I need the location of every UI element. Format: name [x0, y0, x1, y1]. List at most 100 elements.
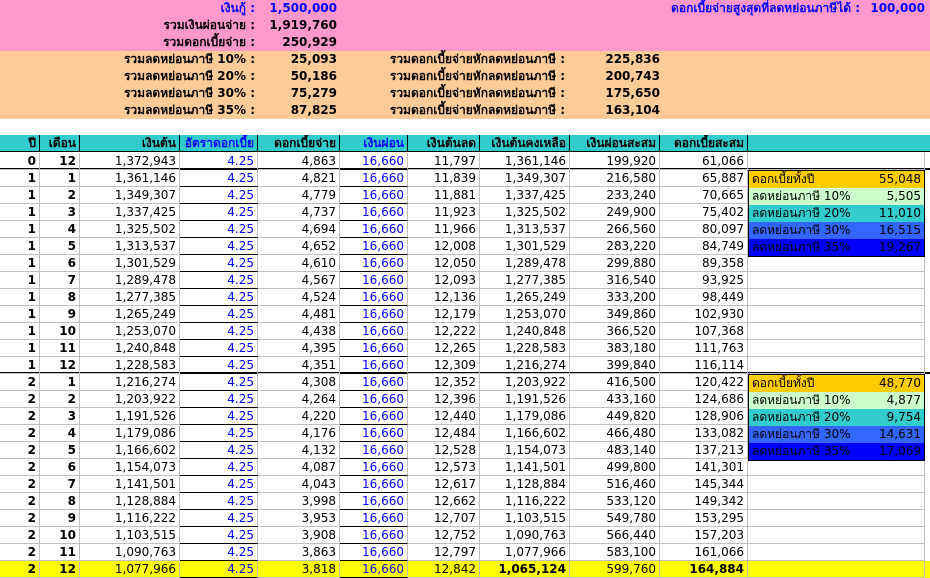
table-cell[interactable]: 4.25 — [180, 425, 258, 442]
table-cell[interactable]: 1,103,515 — [480, 510, 570, 527]
table-cell[interactable]: 111,763 — [660, 340, 748, 357]
table-cell[interactable]: 3,998 — [258, 493, 340, 510]
table-cell[interactable]: 16,660 — [340, 340, 408, 357]
table-cell[interactable]: 12,093 — [408, 272, 480, 289]
table-cell[interactable]: 2 — [0, 408, 40, 425]
table-cell[interactable]: 11,839 — [408, 170, 480, 187]
table-cell[interactable]: 6 — [40, 255, 80, 272]
table-cell[interactable]: 65,887 — [660, 170, 748, 187]
table-cell[interactable]: 12,136 — [408, 289, 480, 306]
table-cell[interactable]: 12,752 — [408, 527, 480, 544]
table-cell[interactable]: 4.25 — [180, 561, 258, 578]
table-cell[interactable]: 12,440 — [408, 408, 480, 425]
table-cell[interactable]: 120,422 — [660, 374, 748, 391]
table-cell[interactable]: 4,694 — [258, 221, 340, 238]
table-cell[interactable]: 3 — [40, 204, 80, 221]
table-cell[interactable]: 12,617 — [408, 476, 480, 493]
table-cell[interactable]: 6 — [40, 459, 80, 476]
table-cell[interactable]: 1,141,501 — [480, 459, 570, 476]
table-cell[interactable]: 549,780 — [570, 510, 660, 527]
table-cell[interactable]: 1 — [0, 289, 40, 306]
table-cell[interactable]: 1 — [0, 255, 40, 272]
table-cell[interactable]: 16,660 — [340, 425, 408, 442]
table-cell[interactable]: 12,352 — [408, 374, 480, 391]
table-cell[interactable]: 1,337,425 — [480, 187, 570, 204]
table-cell[interactable]: 4,481 — [258, 306, 340, 323]
table-cell[interactable]: 1,116,222 — [80, 510, 180, 527]
table-cell[interactable]: 7 — [40, 476, 80, 493]
table-cell[interactable]: 16,660 — [340, 527, 408, 544]
max-interest-value[interactable]: 100,000 — [870, 1, 925, 15]
column-header[interactable]: ดอกเบี้ยสะสม — [660, 135, 748, 152]
table-cell[interactable]: 4.25 — [180, 272, 258, 289]
table-cell[interactable]: 4.25 — [180, 153, 258, 170]
table-cell[interactable]: 8 — [40, 289, 80, 306]
table-cell[interactable]: 1,265,249 — [80, 306, 180, 323]
table-cell[interactable]: 499,800 — [570, 459, 660, 476]
table-cell[interactable]: 2 — [40, 187, 80, 204]
table-cell[interactable]: 124,686 — [660, 391, 748, 408]
table-cell[interactable]: 1,179,086 — [480, 408, 570, 425]
table-cell[interactable]: 483,140 — [570, 442, 660, 459]
table-cell[interactable]: 89,358 — [660, 255, 748, 272]
table-cell[interactable]: 1,228,583 — [80, 357, 180, 374]
table-cell[interactable]: 11 — [40, 544, 80, 561]
table-cell[interactable]: 1 — [0, 340, 40, 357]
table-cell[interactable]: 1,128,884 — [80, 493, 180, 510]
table-cell[interactable]: 399,840 — [570, 357, 660, 374]
table-cell[interactable]: 11 — [40, 340, 80, 357]
table-cell[interactable]: 4,395 — [258, 340, 340, 357]
empty-cell[interactable] — [748, 255, 925, 272]
table-cell[interactable]: 12,050 — [408, 255, 480, 272]
table-cell[interactable]: 16,660 — [340, 170, 408, 187]
table-cell[interactable]: 1 — [0, 187, 40, 204]
table-cell[interactable]: 16,660 — [340, 391, 408, 408]
table-cell[interactable]: 161,066 — [660, 544, 748, 561]
table-cell[interactable]: 4.25 — [180, 374, 258, 391]
table-cell[interactable]: 93,925 — [660, 272, 748, 289]
table-cell[interactable]: 4.25 — [180, 255, 258, 272]
empty-cell[interactable] — [748, 476, 925, 493]
table-cell[interactable]: 16,660 — [340, 493, 408, 510]
table-cell[interactable]: 1 — [40, 170, 80, 187]
table-cell[interactable]: 316,540 — [570, 272, 660, 289]
table-cell[interactable]: 2 — [0, 425, 40, 442]
table-cell[interactable]: 4.25 — [180, 476, 258, 493]
table-cell[interactable]: 16,660 — [340, 357, 408, 374]
table-cell[interactable]: 1,166,602 — [80, 442, 180, 459]
table-cell[interactable]: 2 — [0, 493, 40, 510]
empty-cell[interactable] — [748, 357, 925, 374]
table-cell[interactable]: 1,103,515 — [80, 527, 180, 544]
table-cell[interactable]: 199,920 — [570, 153, 660, 170]
table-cell[interactable]: 533,120 — [570, 493, 660, 510]
column-header[interactable]: เดือน — [40, 135, 80, 152]
table-cell[interactable]: 12,573 — [408, 459, 480, 476]
empty-cell[interactable] — [748, 340, 925, 357]
table-cell[interactable]: 16,660 — [340, 272, 408, 289]
empty-cell[interactable] — [748, 323, 925, 340]
table-cell[interactable]: 1,325,502 — [480, 204, 570, 221]
table-cell[interactable]: 1,289,478 — [80, 272, 180, 289]
table-cell[interactable]: 1 — [0, 221, 40, 238]
table-cell[interactable]: 1,277,385 — [80, 289, 180, 306]
table-cell[interactable]: 80,097 — [660, 221, 748, 238]
table-cell[interactable]: 2 — [0, 476, 40, 493]
table-cell[interactable]: 1 — [0, 170, 40, 187]
table-cell[interactable]: 3 — [40, 408, 80, 425]
table-cell[interactable]: 1,361,146 — [80, 170, 180, 187]
table-cell[interactable]: 12,484 — [408, 425, 480, 442]
table-cell[interactable]: 1,203,922 — [80, 391, 180, 408]
table-cell[interactable]: 4 — [40, 221, 80, 238]
table-cell[interactable]: 1,090,763 — [80, 544, 180, 561]
table-cell[interactable]: 153,295 — [660, 510, 748, 527]
table-cell[interactable]: 12,222 — [408, 323, 480, 340]
loan-value[interactable]: 1,500,000 — [269, 1, 337, 15]
table-cell[interactable]: 16,660 — [340, 408, 408, 425]
empty-cell[interactable] — [748, 527, 925, 544]
table-cell[interactable]: 2 — [0, 544, 40, 561]
table-cell[interactable]: 1,240,848 — [80, 340, 180, 357]
table-cell[interactable]: 4.25 — [180, 323, 258, 340]
table-cell[interactable]: 4.25 — [180, 510, 258, 527]
table-cell[interactable]: 1,253,070 — [80, 323, 180, 340]
table-cell[interactable]: 1 — [40, 374, 80, 391]
